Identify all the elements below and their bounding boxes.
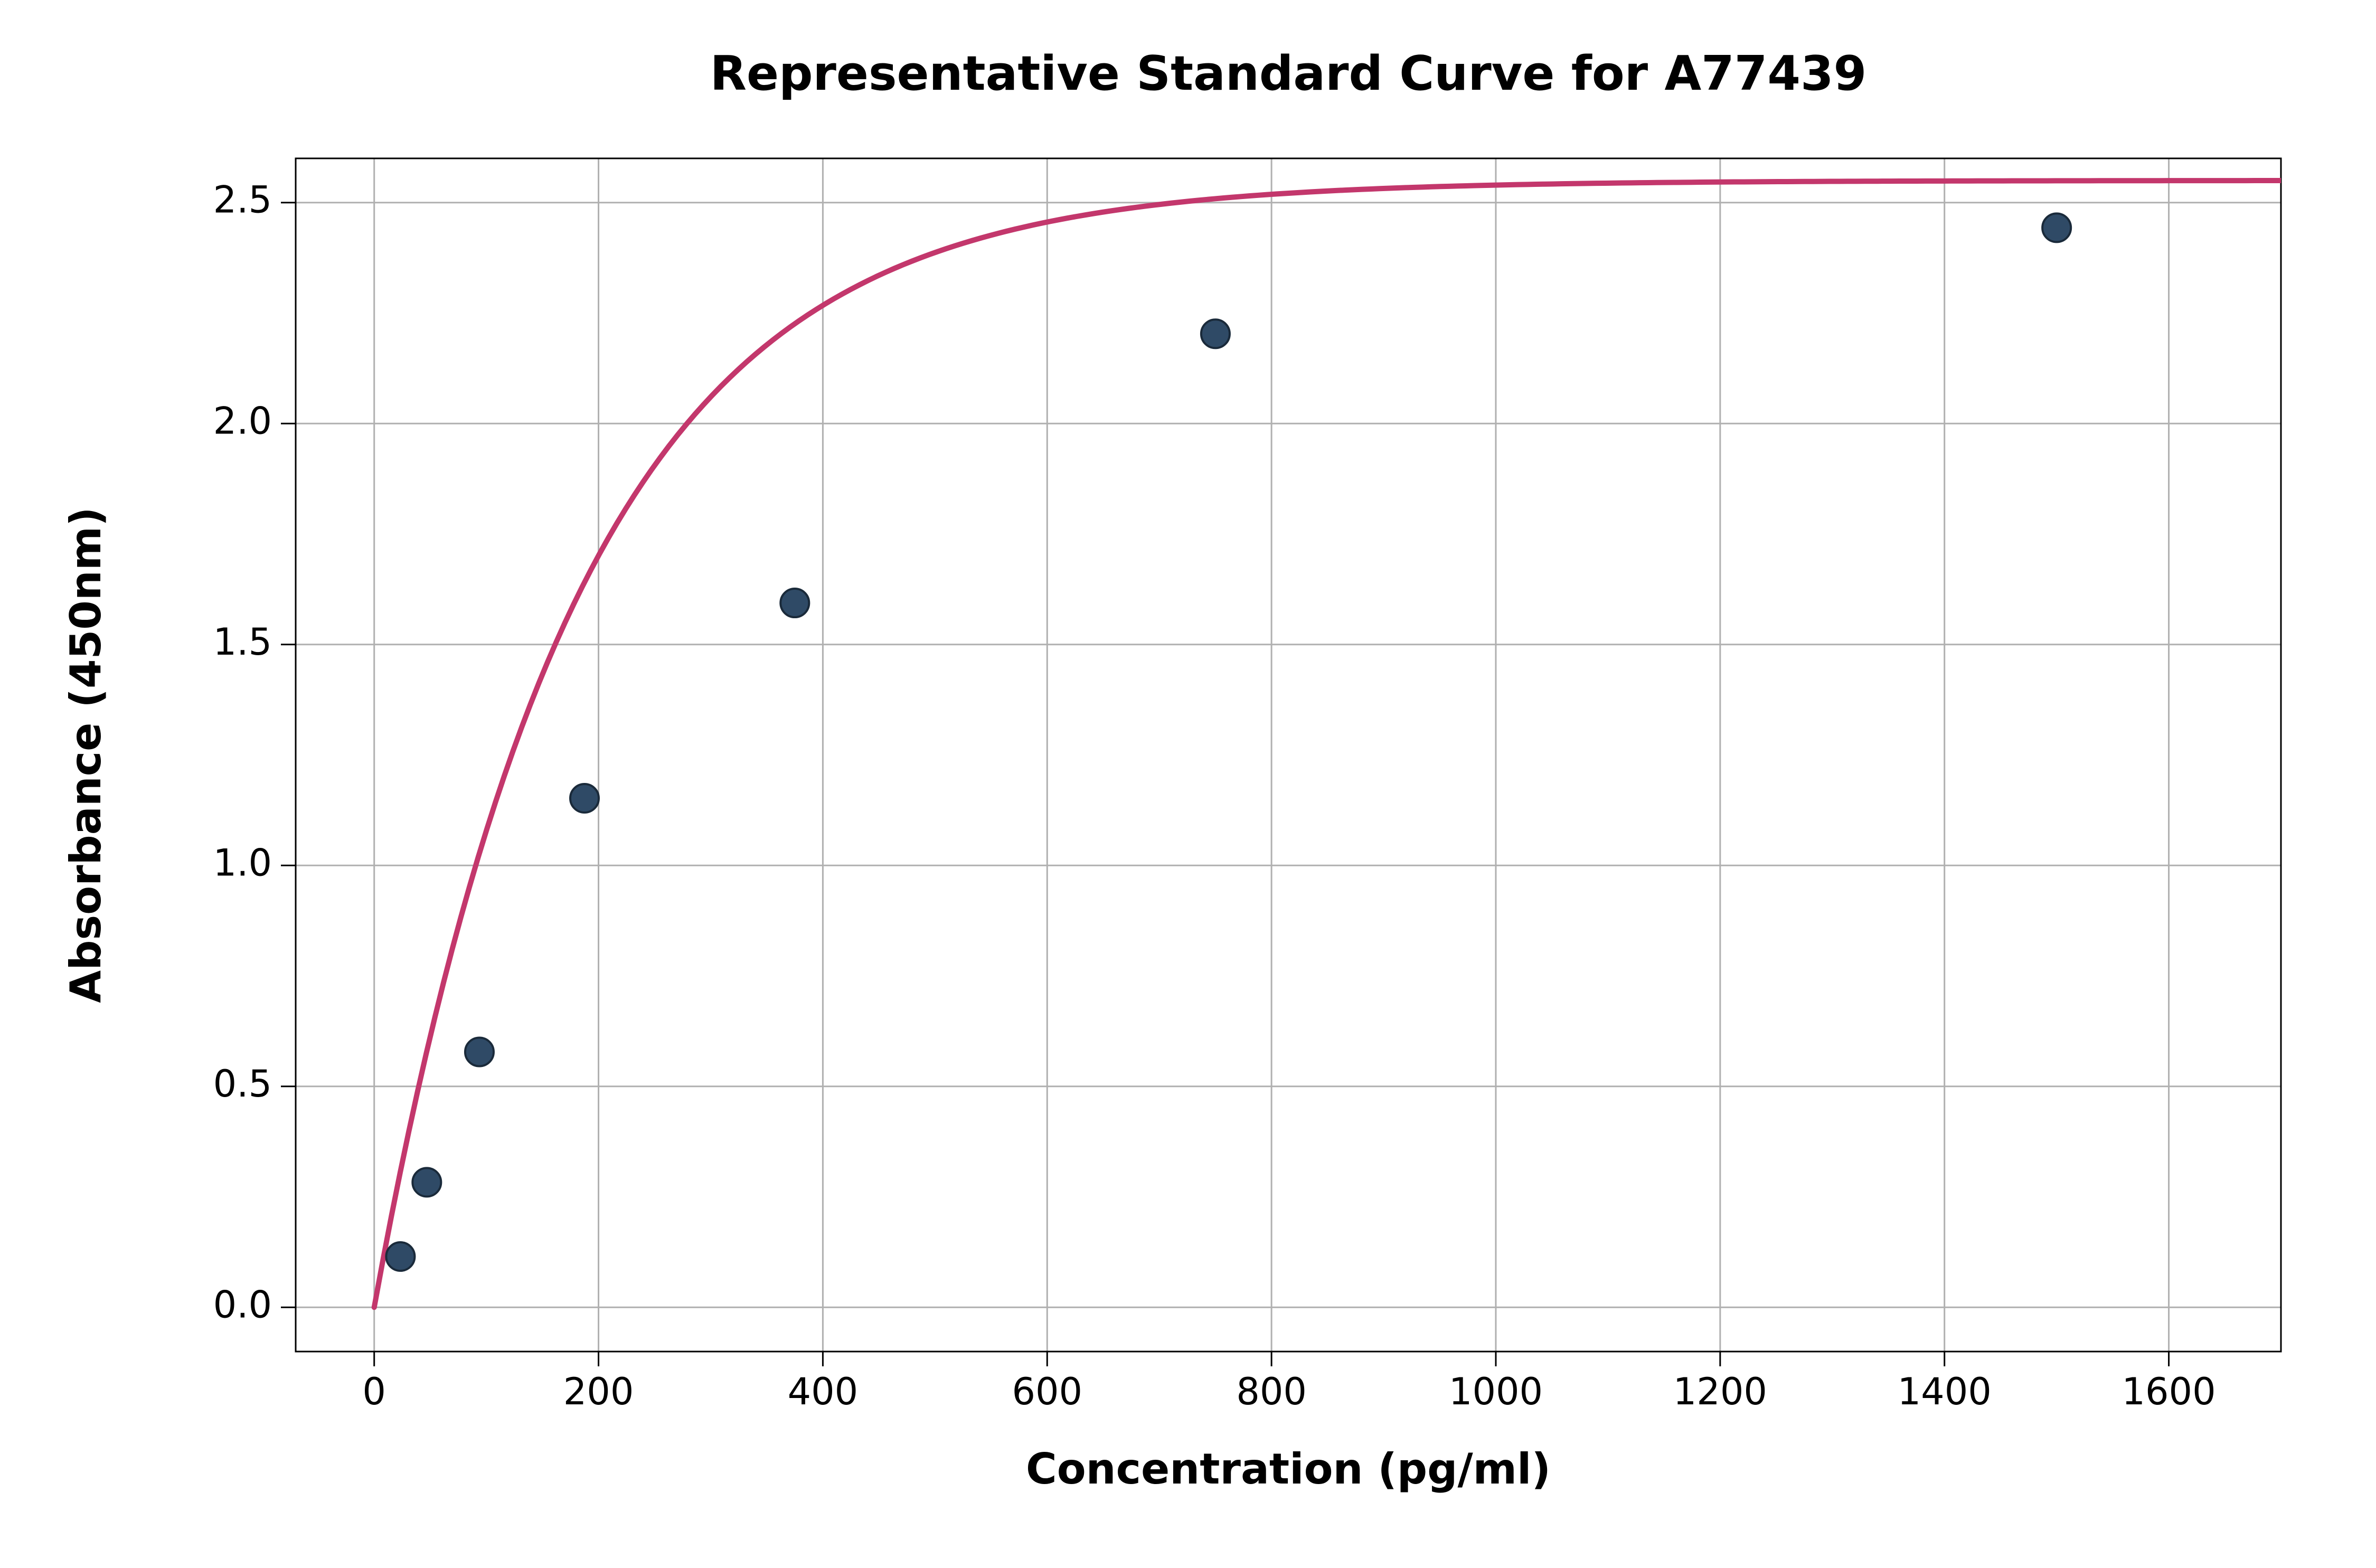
ytick-label: 1.0 — [213, 841, 272, 884]
xtick-label: 1200 — [1673, 1370, 1767, 1413]
standard-curve-chart: 0 200 400 600 800 1000 1200 1400 1600 0.0 0.5 1.0 1.… — [0, 0, 2376, 1568]
data-point — [412, 1168, 441, 1196]
xtick-label: 800 — [1236, 1370, 1307, 1413]
data-point — [386, 1242, 414, 1271]
xtick-label: 1000 — [1449, 1370, 1543, 1413]
ytick-label: 2.5 — [213, 178, 272, 222]
ytick-label: 2.0 — [213, 399, 272, 442]
xtick-label: 0 — [362, 1370, 386, 1413]
ytick-label: 0.5 — [213, 1062, 272, 1106]
data-point — [1201, 319, 1230, 348]
chart-container: 0 200 400 600 800 1000 1200 1400 1600 0.0 0.5 1.0 1.… — [0, 0, 2376, 1568]
ytick-label: 1.5 — [213, 620, 272, 664]
plot-area — [296, 158, 2281, 1352]
xtick-label: 1400 — [1898, 1370, 1992, 1413]
data-point — [465, 1037, 494, 1066]
ytick-label: 0.0 — [213, 1283, 272, 1326]
data-point — [2042, 213, 2071, 242]
data-point — [780, 589, 809, 617]
xtick-label: 600 — [1012, 1370, 1082, 1413]
xtick-label: 400 — [788, 1370, 859, 1413]
chart-title: Representative Standard Curve for A77439 — [710, 46, 1867, 101]
xtick-label: 1600 — [2122, 1370, 2215, 1413]
data-point — [570, 784, 599, 813]
x-axis-label: Concentration (pg/ml) — [1026, 1444, 1551, 1494]
xtick-label: 200 — [563, 1370, 634, 1413]
y-axis-label: Absorbance (450nm) — [61, 507, 110, 1003]
